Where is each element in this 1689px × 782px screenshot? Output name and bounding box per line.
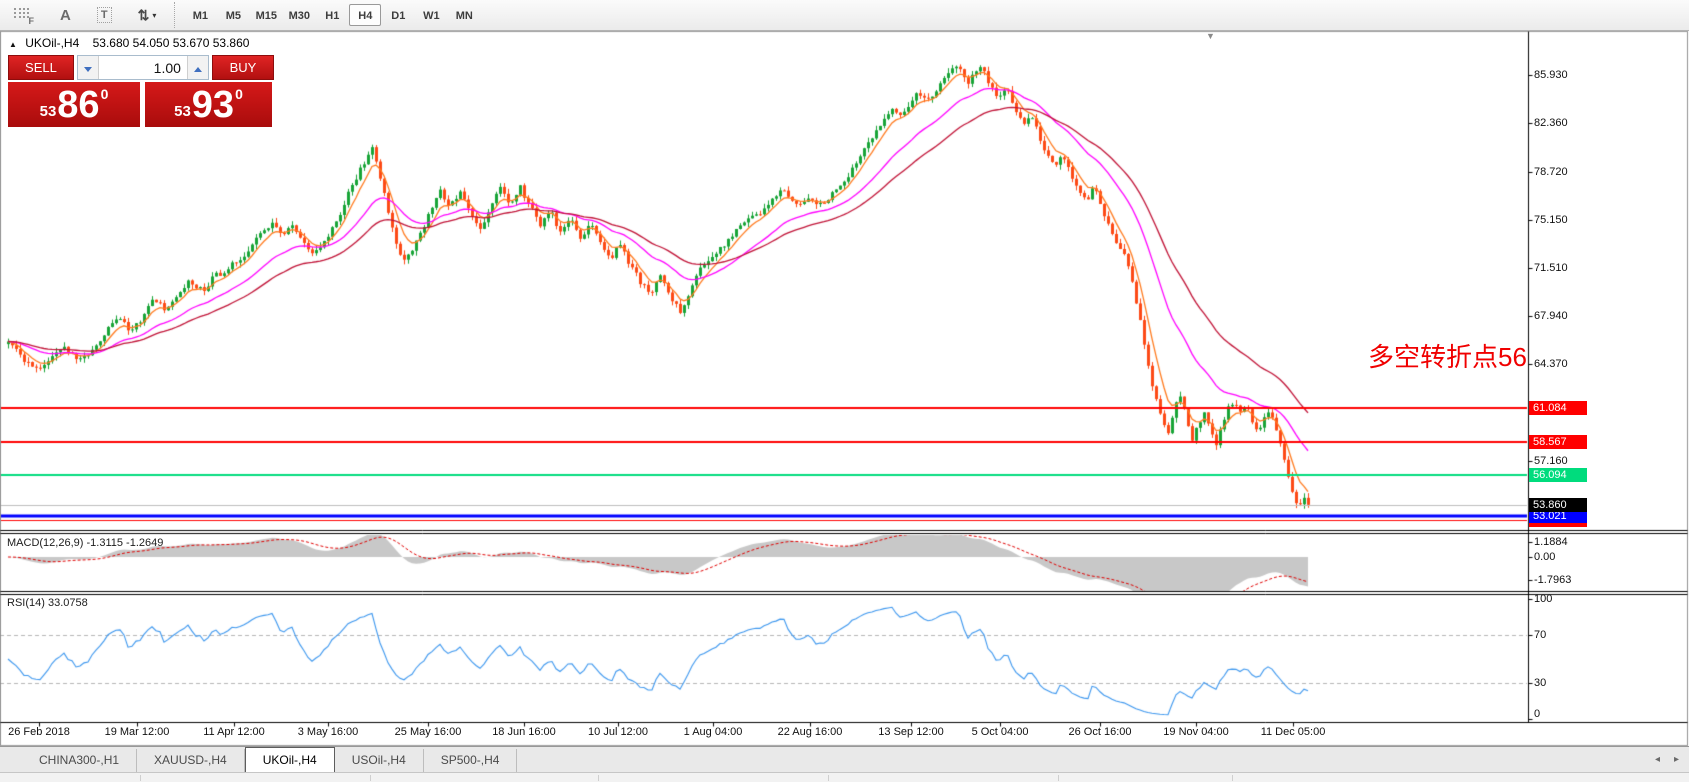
buy-price-sup: 0 (235, 86, 243, 102)
toolbar-icon-group: F A T ⇅ ▾ (8, 3, 162, 27)
price-level-badge: 53.021 (1529, 509, 1587, 524)
rsi-axis-tick: 30 (1534, 677, 1547, 689)
time-axis-label: 19 Mar 12:00 (104, 726, 170, 738)
buy-price-main: 93 (191, 83, 235, 126)
time-axis-label: 1 Aug 04:00 (683, 726, 743, 738)
toolbar: F A T ⇅ ▾ M1 M5 M15 M30 H1 H4 D1 W1 MN (0, 0, 1689, 31)
down-arrow-icon (83, 67, 92, 72)
price-axis-tick: 57.160 (1534, 454, 1568, 467)
chart-tabs-bar: CHINA300-,H1 XAUUSD-,H4 UKOil-,H4 USOil-,H4… (0, 746, 1689, 772)
sell-button[interactable]: SELL (8, 55, 74, 80)
price-axis-tick: 75.150 (1534, 213, 1568, 226)
time-axis-label: 13 Sep 12:00 (878, 726, 944, 738)
rsi-label: RSI(14) 33.0758 (7, 597, 88, 609)
one-click-trading-panel: SELL BUY 53 86 0 53 93 0 (8, 55, 274, 127)
time-axis-label: 5 Oct 04:00 (971, 726, 1029, 738)
sell-price-panel[interactable]: 53 86 0 (8, 82, 140, 127)
insert-text-icon[interactable]: A (54, 3, 77, 27)
buy-button[interactable]: BUY (211, 55, 274, 80)
price-axis-tick: 85.930 (1534, 69, 1568, 82)
price-level-badge: 53.860 (1529, 497, 1587, 512)
volume-decrease-button[interactable] (77, 56, 99, 79)
macd-axis-tick: 1.1884 (1534, 535, 1568, 548)
macd-axis-tick: 0.00 (1534, 551, 1556, 563)
chevron-down-icon: ▾ (152, 10, 157, 20)
price-axis-tick: 78.720 (1534, 165, 1568, 178)
time-axis-label: 19 Nov 04:00 (1163, 726, 1229, 738)
time-axis-label: 22 Aug 16:00 (777, 726, 843, 738)
price-axis-tick: 71.510 (1534, 262, 1568, 275)
volume-increase-button[interactable] (186, 56, 208, 79)
text-label-icon[interactable]: T (91, 3, 118, 27)
price-axis-tick: 64.370 (1534, 357, 1568, 370)
time-axis-label: 10 Jul 12:00 (588, 726, 648, 738)
time-axis-label: 3 May 16:00 (297, 726, 359, 738)
tab-scroll-buttons: ◂ ▸ (1655, 754, 1679, 765)
rsi-value: 33.0758 (47, 597, 88, 609)
tab-scroll-left-icon[interactable]: ◂ (1654, 754, 1660, 765)
chart-tab-usoil-h4[interactable]: USOil-,H4 (335, 749, 424, 772)
chart-annotation-text: 多空转折点56 (1368, 342, 1527, 372)
price-axis-tick: 82.360 (1534, 116, 1568, 129)
chart-tab-sp500-h4[interactable]: SP500-,H4 (424, 749, 518, 772)
timeframe-button-w1[interactable]: W1 (415, 4, 447, 26)
chart-tab-xauusd-h4[interactable]: XAUUSD-,H4 (137, 749, 245, 772)
new-grid-icon[interactable]: F (8, 3, 40, 27)
status-strip (0, 772, 1689, 782)
timeframe-button-m1[interactable]: M1 (184, 4, 216, 26)
macd-label: MACD(12,26,9) -1.3115 -1.2649 (7, 537, 164, 549)
time-axis-label: 26 Feb 2018 (8, 726, 70, 738)
symbol-title: UKOil-,H4 (25, 36, 80, 50)
rsi-axis-tick: 100 (1534, 593, 1553, 605)
buy-price-panel[interactable]: 53 93 0 (145, 82, 272, 127)
sell-price-prefix: 53 (39, 103, 57, 120)
toolbar-separator[interactable] (174, 2, 176, 28)
timeframe-button-mn[interactable]: MN (448, 4, 480, 26)
price-level-badge: 56.094 (1529, 467, 1587, 482)
chart-tab-china300-h1[interactable]: CHINA300-,H1 (22, 749, 138, 772)
price-axis-tick: 67.940 (1534, 310, 1568, 323)
buy-price-prefix: 53 (174, 103, 191, 120)
time-axis-label: 26 Oct 16:00 (1068, 726, 1132, 738)
timeframe-button-m5[interactable]: M5 (217, 4, 249, 26)
timeframe-bar: M1 M5 M15 M30 H1 H4 D1 W1 MN (184, 4, 480, 26)
price-level-badge: 61.084 (1529, 401, 1587, 415)
chart-tab-ukoil-h4[interactable]: UKOil-,H4 (244, 747, 335, 772)
sell-price-main: 86 (57, 83, 100, 126)
timeframe-button-m30[interactable]: M30 (283, 4, 315, 26)
macd-values: -1.3115 -1.2649 (86, 537, 164, 549)
time-axis-label: 11 Dec 05:00 (1260, 726, 1326, 738)
macd-axis-tick: -1.7963 (1534, 574, 1572, 587)
ohlc-values: 53.680 54.050 53.670 53.860 (92, 36, 250, 50)
up-arrow-icon (193, 67, 202, 72)
sell-price-sup: 0 (100, 86, 109, 102)
time-axis-label: 25 May 16:00 (394, 726, 462, 738)
rsi-axis-tick: 0 (1534, 708, 1541, 720)
arrange-arrows-icon[interactable]: ⇅ ▾ (132, 3, 163, 27)
chart-header: ▲ UKOil-,H4 53.680 54.050 53.670 53.860 (9, 36, 249, 50)
chart-shift-marker-icon[interactable]: ▼ (1206, 31, 1215, 41)
timeframe-button-d1[interactable]: D1 (382, 4, 414, 26)
volume-input[interactable] (98, 56, 187, 79)
time-axis-label: 18 Jun 16:00 (492, 726, 556, 738)
time-axis-label: 11 Apr 12:00 (203, 726, 265, 738)
price-level-badge: 58.567 (1529, 434, 1587, 449)
timeframe-button-h1[interactable]: H1 (316, 4, 348, 26)
collapse-arrow-icon[interactable]: ▲ (9, 40, 17, 49)
tab-scroll-right-icon[interactable]: ▸ (1673, 754, 1679, 765)
timeframe-button-m15[interactable]: M15 (250, 4, 282, 26)
volume-stepper (76, 55, 209, 80)
rsi-axis-tick: 70 (1534, 629, 1547, 641)
grid-f-icon: F (14, 6, 34, 26)
timeframe-button-h4[interactable]: H4 (349, 4, 382, 26)
